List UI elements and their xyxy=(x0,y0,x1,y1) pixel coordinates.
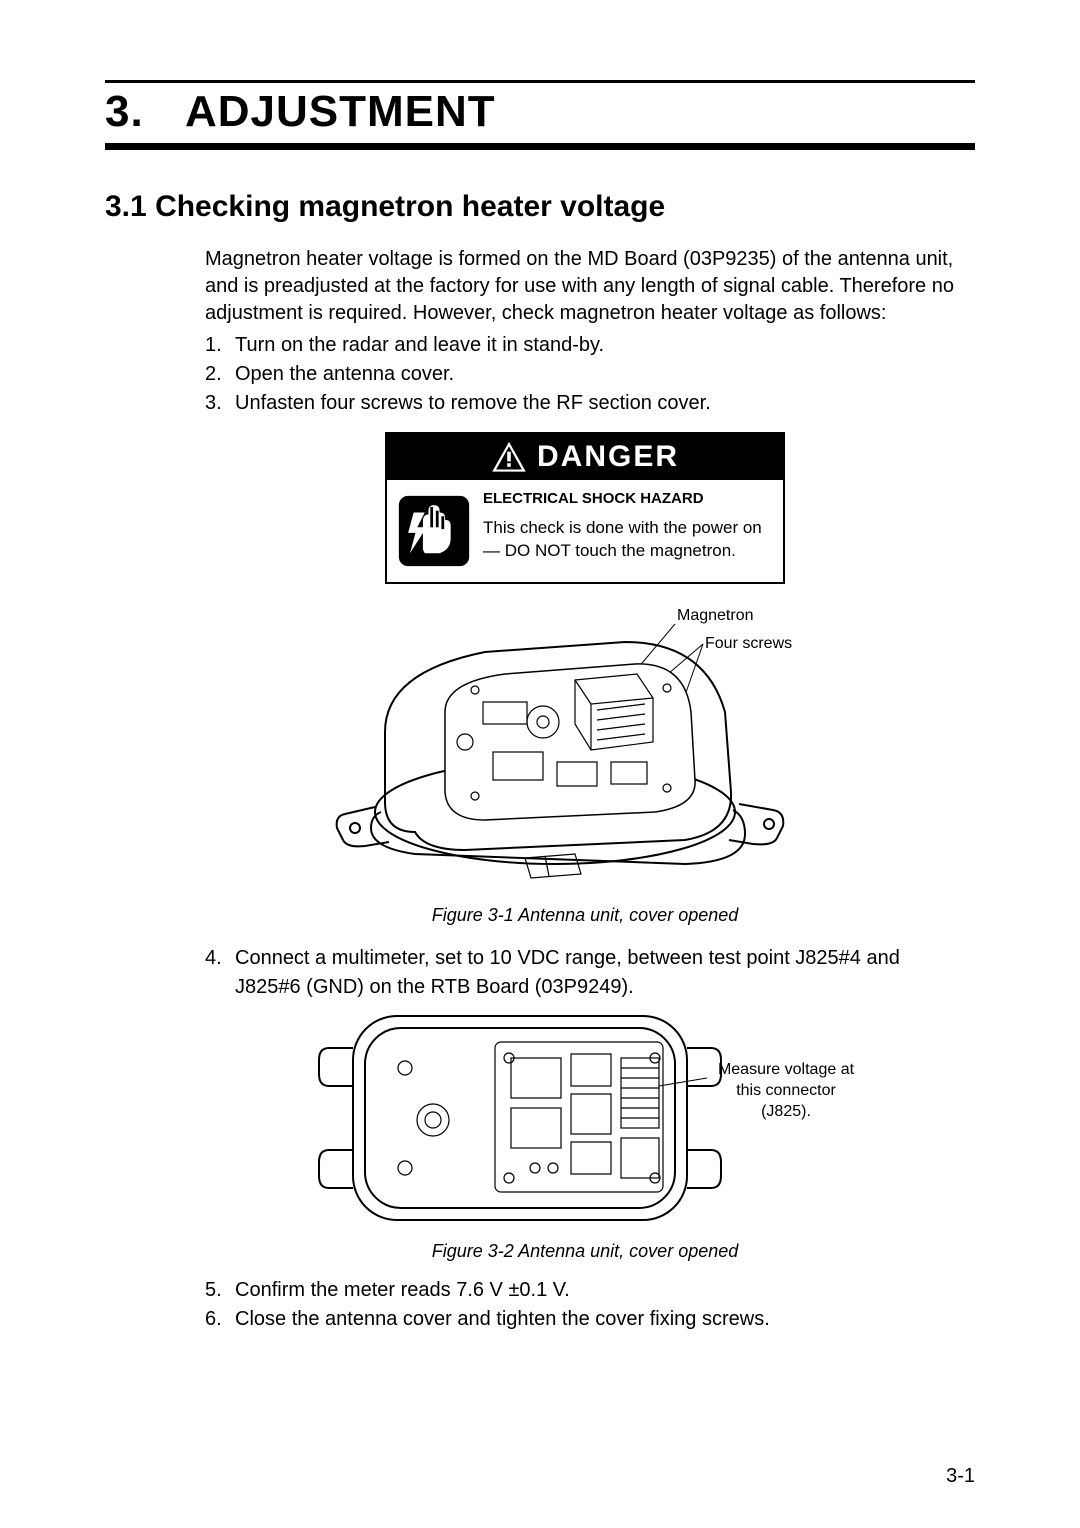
antenna-unit-diagram-2: Measure voltage at this connector (J825)… xyxy=(305,1008,865,1228)
page-number: 3-1 xyxy=(946,1465,975,1488)
danger-header-text: DANGER xyxy=(537,440,679,474)
electrical-hand-icon xyxy=(397,494,471,568)
step-1: 1.Turn on the radar and leave it in stan… xyxy=(205,331,965,360)
figure-3-1: Magnetron Four screws xyxy=(205,602,965,926)
danger-box: DANGER ELECTRICAL SHOCK HAZARD This chec… xyxy=(385,432,785,584)
callout-magnetron: Magnetron xyxy=(677,607,754,624)
step-4: 4.Connect a multimeter, set to 10 VDC ra… xyxy=(205,944,965,1002)
chapter-rule-top xyxy=(105,80,975,83)
step-list-cont: 4.Connect a multimeter, set to 10 VDC ra… xyxy=(205,944,965,1002)
step-list-end: 5.Confirm the meter reads 7.6 V ±0.1 V. … xyxy=(205,1276,965,1334)
body-content: Magnetron heater voltage is formed on th… xyxy=(205,246,965,1334)
danger-header: DANGER xyxy=(387,434,783,480)
step-text: Turn on the radar and leave it in stand-… xyxy=(235,331,604,360)
section-title: 3.1 Checking magnetron heater voltage xyxy=(105,190,975,224)
warning-triangle-icon xyxy=(491,441,527,473)
danger-body: ELECTRICAL SHOCK HAZARD This check is do… xyxy=(387,480,783,582)
step-num: 2. xyxy=(205,360,235,389)
intro-paragraph: Magnetron heater voltage is formed on th… xyxy=(205,246,965,327)
chapter-title-text: ADJUSTMENT xyxy=(185,87,496,136)
step-text: Confirm the meter reads 7.6 V ±0.1 V. xyxy=(235,1276,570,1305)
callout-screws: Four screws xyxy=(705,635,792,652)
callout-j825: Measure voltage at this connector (J825)… xyxy=(711,1060,861,1122)
step-6: 6.Close the antenna cover and tighten th… xyxy=(205,1305,965,1334)
step-text: Connect a multimeter, set to 10 VDC rang… xyxy=(235,944,965,1002)
chapter-title: 3.ADJUSTMENT xyxy=(105,87,975,137)
chapter-number: 3. xyxy=(105,87,185,137)
step-num: 4. xyxy=(205,944,235,1002)
step-5: 5.Confirm the meter reads 7.6 V ±0.1 V. xyxy=(205,1276,965,1305)
step-list: 1.Turn on the radar and leave it in stan… xyxy=(205,331,965,418)
danger-text: This check is done with the power on — D… xyxy=(483,517,769,563)
chapter-rule-bottom xyxy=(105,143,975,150)
figure-3-1-caption: Figure 3-1 Antenna unit, cover opened xyxy=(205,905,965,926)
step-num: 1. xyxy=(205,331,235,360)
danger-subtitle: ELECTRICAL SHOCK HAZARD xyxy=(483,490,769,507)
step-2: 2.Open the antenna cover. xyxy=(205,360,965,389)
step-3: 3.Unfasten four screws to remove the RF … xyxy=(205,389,965,418)
step-num: 6. xyxy=(205,1305,235,1334)
step-text: Open the antenna cover. xyxy=(235,360,454,389)
figure-3-2: Measure voltage at this connector (J825)… xyxy=(205,1008,965,1262)
antenna-unit-diagram-1: Magnetron Four screws xyxy=(325,602,845,892)
section-title-text: Checking magnetron heater voltage xyxy=(155,190,665,223)
section-number: 3.1 xyxy=(105,190,147,223)
figure-3-2-caption: Figure 3-2 Antenna unit, cover opened xyxy=(205,1241,965,1262)
step-text: Unfasten four screws to remove the RF se… xyxy=(235,389,711,418)
step-text: Close the antenna cover and tighten the … xyxy=(235,1305,770,1334)
step-num: 5. xyxy=(205,1276,235,1305)
step-num: 3. xyxy=(205,389,235,418)
danger-text-block: ELECTRICAL SHOCK HAZARD This check is do… xyxy=(483,490,769,568)
